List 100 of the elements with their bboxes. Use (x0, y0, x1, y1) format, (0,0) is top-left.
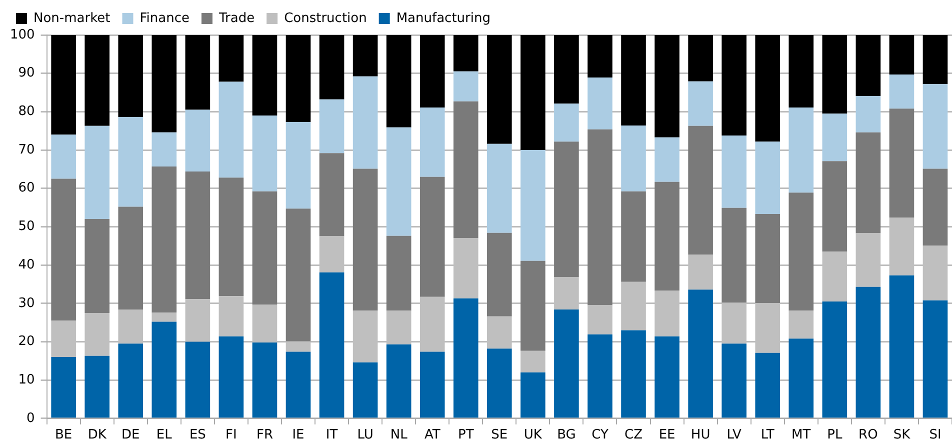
bar (152, 35, 177, 132)
bar (352, 76, 378, 169)
bar (654, 35, 680, 138)
bar (51, 35, 76, 135)
bar (922, 300, 948, 418)
x-tick-label: BE (55, 428, 72, 443)
bar (118, 35, 144, 118)
x-tick-label: FR (256, 428, 273, 443)
bar (420, 35, 445, 108)
bar (420, 352, 445, 418)
bar (856, 286, 881, 418)
bar (856, 35, 881, 96)
bar (453, 298, 478, 418)
bar (51, 357, 76, 418)
x-tick-label: MT (792, 428, 811, 443)
x-tick-label: UK (524, 428, 542, 443)
bar (51, 178, 76, 321)
bar (788, 338, 814, 418)
bar (788, 107, 814, 193)
bar (453, 101, 478, 238)
bar (788, 310, 814, 339)
bar (922, 35, 948, 84)
y-tick-label: 0 (26, 410, 35, 426)
x-tick-label: AT (424, 428, 440, 443)
bar (822, 114, 848, 162)
x-tick-label: FI (226, 428, 237, 443)
bar (588, 35, 612, 78)
bar (487, 35, 512, 144)
y-tick-label: 30 (18, 296, 35, 311)
y-tick-label: 70 (18, 142, 35, 158)
x-tick-label: BG (557, 428, 576, 443)
bar (722, 208, 746, 303)
bar (520, 150, 546, 261)
bar (554, 142, 579, 278)
bar (51, 134, 76, 179)
bar (185, 35, 210, 110)
x-tick-label: IT (326, 428, 338, 443)
bar (152, 312, 177, 322)
bar (352, 362, 378, 418)
x-tick-label: CY (592, 428, 608, 443)
bar (688, 290, 713, 418)
bar (218, 35, 244, 82)
bar (218, 336, 244, 418)
bar (654, 137, 680, 182)
bar (487, 232, 512, 316)
bar (453, 35, 478, 72)
bar (520, 260, 546, 351)
bar (688, 35, 713, 82)
x-tick-label: EE (658, 428, 676, 443)
x-tick-label: SK (893, 428, 911, 443)
bar (520, 372, 546, 418)
x-tick-label: EL (156, 428, 173, 443)
bar (889, 74, 914, 109)
bar (588, 129, 612, 306)
legend-label: Manufacturing (396, 10, 490, 26)
bar (252, 116, 278, 192)
x-tick-label: IE (292, 428, 304, 443)
bar (152, 166, 177, 313)
bar (822, 35, 848, 114)
bar (588, 305, 612, 334)
bar (487, 144, 512, 233)
x-tick-label: SI (929, 428, 942, 443)
bar (722, 35, 746, 136)
bar (252, 342, 278, 418)
bar (889, 108, 914, 218)
bar (185, 342, 210, 418)
bar (722, 344, 746, 418)
bar (218, 82, 244, 178)
x-tick-label: LT (760, 428, 774, 443)
bar (118, 206, 144, 310)
bar (286, 208, 311, 342)
bar (252, 35, 278, 116)
bar (118, 117, 144, 207)
bar (286, 122, 311, 209)
bar (922, 168, 948, 246)
bar (856, 132, 881, 234)
bar (554, 35, 579, 104)
bar (621, 125, 646, 192)
bar (621, 330, 646, 418)
bar (453, 71, 478, 102)
bar (420, 176, 445, 297)
bar (352, 168, 378, 311)
bar (621, 191, 646, 282)
bar (688, 126, 713, 255)
bar (588, 334, 612, 418)
bar (688, 81, 713, 126)
bar (755, 352, 780, 418)
x-tick-label: DK (88, 428, 107, 443)
bar (218, 178, 244, 296)
bar (84, 219, 110, 313)
y-tick-label: 10 (18, 372, 35, 388)
bar (319, 99, 344, 154)
bar (554, 104, 579, 142)
bar (822, 161, 848, 252)
bar (286, 352, 311, 418)
x-tick-label: ES (189, 428, 206, 443)
bar (319, 272, 344, 418)
x-tick-label: LV (726, 428, 742, 443)
bar (654, 336, 680, 418)
y-tick-label: 90 (18, 66, 35, 81)
